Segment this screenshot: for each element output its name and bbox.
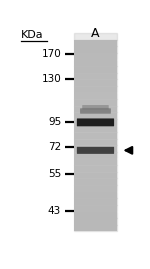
Bar bbox=[74, 40, 117, 231]
Bar bbox=[74, 198, 117, 205]
Text: A: A bbox=[91, 27, 99, 40]
Bar bbox=[74, 146, 117, 152]
Bar bbox=[74, 165, 117, 172]
Text: 43: 43 bbox=[48, 206, 61, 217]
Text: KDa: KDa bbox=[21, 30, 44, 40]
Bar bbox=[74, 179, 117, 185]
FancyBboxPatch shape bbox=[77, 147, 114, 154]
Bar bbox=[74, 192, 117, 198]
Bar bbox=[74, 205, 117, 211]
Text: 170: 170 bbox=[41, 49, 61, 59]
Bar bbox=[74, 172, 117, 178]
Bar bbox=[74, 93, 117, 99]
Bar bbox=[74, 53, 117, 59]
Bar bbox=[74, 225, 117, 231]
Bar bbox=[74, 33, 117, 40]
Bar bbox=[74, 40, 117, 46]
Bar bbox=[74, 106, 117, 112]
Bar bbox=[74, 66, 117, 73]
Bar bbox=[74, 159, 117, 165]
Bar bbox=[74, 99, 117, 106]
Bar bbox=[74, 112, 117, 119]
Bar bbox=[74, 59, 117, 66]
FancyBboxPatch shape bbox=[82, 105, 109, 109]
Bar bbox=[74, 211, 117, 218]
Bar bbox=[74, 73, 117, 79]
Bar bbox=[74, 218, 117, 225]
Text: 72: 72 bbox=[48, 142, 61, 152]
Bar bbox=[74, 126, 117, 132]
Text: 95: 95 bbox=[48, 117, 61, 128]
Bar bbox=[74, 185, 117, 192]
FancyBboxPatch shape bbox=[80, 108, 111, 114]
Bar bbox=[74, 119, 117, 125]
Bar bbox=[74, 79, 117, 86]
Bar bbox=[74, 46, 117, 53]
Text: 130: 130 bbox=[41, 74, 61, 84]
FancyBboxPatch shape bbox=[77, 118, 114, 126]
Bar bbox=[74, 152, 117, 158]
Text: 55: 55 bbox=[48, 169, 61, 179]
Bar bbox=[74, 86, 117, 92]
Bar bbox=[74, 132, 117, 139]
Bar bbox=[74, 139, 117, 145]
